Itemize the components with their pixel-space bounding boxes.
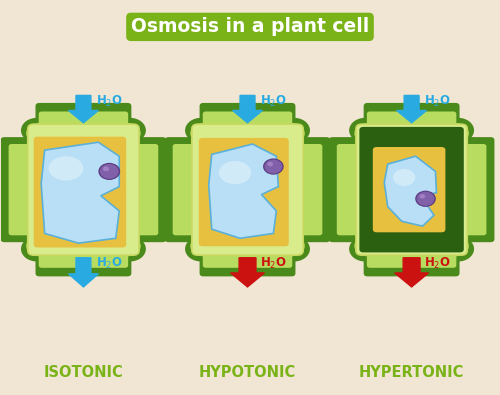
FancyBboxPatch shape	[203, 111, 292, 152]
Circle shape	[278, 123, 305, 144]
Circle shape	[349, 118, 381, 143]
FancyBboxPatch shape	[367, 111, 456, 152]
Circle shape	[103, 166, 109, 171]
Circle shape	[21, 118, 53, 143]
FancyBboxPatch shape	[200, 103, 296, 151]
Polygon shape	[394, 258, 428, 287]
FancyBboxPatch shape	[360, 127, 464, 252]
FancyBboxPatch shape	[38, 111, 128, 152]
Circle shape	[263, 158, 283, 175]
Circle shape	[21, 236, 53, 261]
FancyBboxPatch shape	[287, 137, 331, 242]
Circle shape	[278, 236, 305, 256]
Circle shape	[416, 192, 434, 206]
Ellipse shape	[393, 169, 415, 186]
FancyBboxPatch shape	[34, 137, 126, 248]
FancyBboxPatch shape	[0, 137, 44, 242]
Polygon shape	[68, 258, 98, 287]
Circle shape	[443, 236, 469, 256]
FancyBboxPatch shape	[203, 227, 292, 268]
Polygon shape	[396, 96, 426, 123]
FancyBboxPatch shape	[200, 228, 296, 276]
Polygon shape	[232, 96, 262, 123]
Circle shape	[354, 236, 380, 256]
Circle shape	[264, 160, 282, 174]
FancyBboxPatch shape	[192, 124, 303, 255]
FancyBboxPatch shape	[450, 144, 486, 235]
Circle shape	[443, 123, 469, 144]
Ellipse shape	[48, 156, 84, 181]
Circle shape	[442, 236, 474, 261]
Circle shape	[100, 164, 118, 179]
Circle shape	[442, 118, 474, 143]
Text: HYPOTONIC: HYPOTONIC	[199, 365, 296, 380]
Circle shape	[114, 236, 146, 261]
Circle shape	[349, 236, 381, 261]
FancyBboxPatch shape	[8, 144, 46, 235]
Circle shape	[114, 123, 140, 144]
Circle shape	[190, 123, 216, 144]
Circle shape	[185, 236, 217, 261]
FancyBboxPatch shape	[172, 144, 210, 235]
Polygon shape	[384, 156, 436, 226]
Circle shape	[420, 194, 426, 199]
Text: H$_2$O: H$_2$O	[260, 256, 287, 271]
Polygon shape	[41, 142, 119, 243]
FancyBboxPatch shape	[199, 138, 289, 246]
FancyBboxPatch shape	[337, 144, 374, 235]
Polygon shape	[208, 144, 278, 238]
FancyBboxPatch shape	[329, 137, 372, 242]
Text: Osmosis in a plant cell: Osmosis in a plant cell	[131, 17, 369, 36]
Ellipse shape	[219, 161, 251, 184]
FancyBboxPatch shape	[451, 137, 494, 242]
FancyBboxPatch shape	[36, 228, 132, 276]
Text: H$_2$O: H$_2$O	[96, 94, 123, 109]
FancyBboxPatch shape	[367, 227, 456, 268]
FancyBboxPatch shape	[364, 228, 460, 276]
Text: HYPERTONIC: HYPERTONIC	[359, 365, 465, 380]
FancyBboxPatch shape	[373, 147, 446, 232]
Circle shape	[26, 123, 52, 144]
FancyBboxPatch shape	[123, 137, 166, 242]
Circle shape	[415, 191, 436, 207]
Circle shape	[98, 163, 120, 180]
Circle shape	[278, 118, 310, 143]
FancyBboxPatch shape	[122, 144, 158, 235]
Polygon shape	[230, 258, 264, 287]
Circle shape	[26, 236, 52, 256]
Circle shape	[114, 118, 146, 143]
Polygon shape	[68, 96, 98, 123]
FancyBboxPatch shape	[364, 103, 460, 151]
Circle shape	[354, 123, 380, 144]
Circle shape	[268, 162, 273, 166]
FancyBboxPatch shape	[28, 124, 139, 255]
Circle shape	[278, 236, 310, 261]
Text: ISOTONIC: ISOTONIC	[44, 365, 124, 380]
FancyBboxPatch shape	[356, 124, 468, 255]
FancyBboxPatch shape	[36, 103, 132, 151]
FancyBboxPatch shape	[38, 227, 128, 268]
Circle shape	[185, 118, 217, 143]
Text: H$_2$O: H$_2$O	[96, 256, 123, 271]
FancyBboxPatch shape	[286, 144, 323, 235]
Circle shape	[190, 236, 216, 256]
Text: H$_2$O: H$_2$O	[260, 94, 287, 109]
Text: H$_2$O: H$_2$O	[424, 256, 451, 271]
Text: H$_2$O: H$_2$O	[424, 94, 451, 109]
FancyBboxPatch shape	[164, 137, 208, 242]
Circle shape	[114, 236, 140, 256]
